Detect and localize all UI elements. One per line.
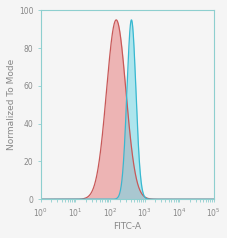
X-axis label: FITC-A: FITC-A: [113, 222, 141, 231]
Y-axis label: Normalized To Mode: Normalized To Mode: [7, 59, 16, 150]
